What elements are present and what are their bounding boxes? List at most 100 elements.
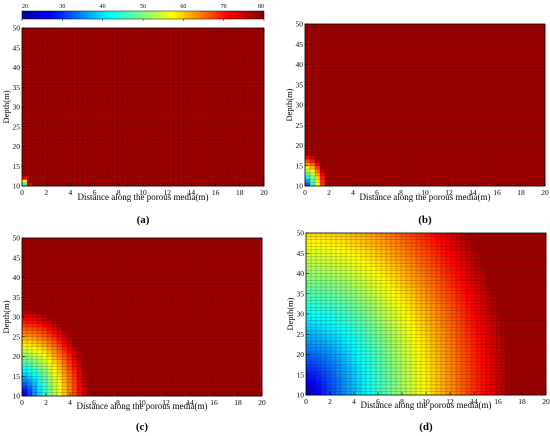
heatmap-cells: [305, 24, 546, 187]
heatmap-cell: [520, 182, 526, 187]
heatmap-cell: [223, 166, 230, 170]
heatmap-cell: [27, 44, 33, 49]
heatmap-cell: [188, 93, 194, 98]
heatmap-cell: [485, 179, 491, 183]
heatmap-cell: [455, 105, 461, 109]
heatmap-cell: [530, 30, 536, 35]
heatmap-cell: [370, 81, 376, 86]
heatmap-cell: [143, 166, 149, 170]
heatmap-cell: [183, 162, 189, 167]
heatmap-cell: [390, 91, 396, 96]
heatmap-cell: [163, 156, 169, 160]
heatmap-cell: [22, 87, 28, 91]
heatmap-cell: [385, 165, 391, 170]
heatmap-cell: [248, 162, 255, 167]
heatmap-cell: [228, 93, 235, 98]
heatmap-cell: [57, 136, 63, 141]
heatmap-cell: [132, 136, 139, 141]
heatmap-cell: [425, 182, 431, 187]
heatmap-cell: [475, 78, 481, 82]
heatmap-cell: [465, 145, 471, 150]
heatmap-cell: [435, 34, 441, 38]
heatmap-cell: [425, 94, 431, 99]
heatmap-cell: [535, 51, 541, 55]
heatmap-cell: [228, 34, 235, 39]
heatmap-cell: [227, 392, 233, 397]
heatmap-cell: [340, 105, 346, 109]
heatmap-cell: [82, 143, 88, 147]
heatmap-cell: [525, 101, 531, 106]
heatmap-cell: [47, 97, 53, 101]
heatmap-cell: [435, 148, 441, 153]
heatmap-cell: [405, 37, 411, 42]
heatmap-cell: [345, 159, 351, 163]
heatmap-cell: [465, 94, 471, 99]
heatmap-cell: [535, 101, 541, 106]
heatmap-cell: [223, 93, 230, 98]
heatmap-cell: [500, 162, 506, 167]
heatmap-cell: [445, 145, 451, 150]
heatmap-cell: [540, 142, 546, 146]
heatmap-cell: [370, 64, 376, 69]
heatmap-cell: [345, 40, 351, 45]
heatmap-cell: [470, 172, 476, 177]
heatmap-cell: [52, 54, 58, 58]
heatmap-cell: [325, 34, 331, 38]
heatmap-cell: [315, 152, 321, 156]
heatmap-cell: [450, 64, 456, 69]
heatmap-cell: [102, 60, 109, 65]
heatmap-cell: [390, 155, 396, 160]
heatmap-cell: [360, 132, 366, 136]
heatmap-cell: [310, 40, 316, 45]
heatmap-cell: [460, 111, 466, 116]
heatmap-cell: [248, 44, 255, 49]
heatmap-cell: [173, 113, 179, 118]
heatmap-cell: [32, 130, 38, 134]
heatmap-cell: [52, 182, 58, 187]
heatmap-cell: [258, 97, 265, 101]
heatmap-cell: [320, 108, 326, 113]
heatmap-cell: [320, 78, 326, 82]
heatmap-cell: [465, 121, 471, 126]
heatmap-cell: [132, 179, 139, 184]
heatmap-cell: [223, 139, 230, 144]
heatmap-cell: [193, 110, 199, 114]
heatmap-cell: [355, 108, 361, 113]
x-tick-label: 20: [541, 188, 549, 197]
heatmap-cell: [520, 155, 526, 160]
heatmap-cell: [500, 27, 506, 32]
heatmap-cell: [112, 28, 119, 32]
heatmap-cell: [223, 133, 230, 137]
heatmap-cell: [370, 94, 376, 99]
heatmap-cell: [360, 88, 366, 92]
heatmap-cell: [430, 128, 436, 133]
heatmap-cell: [390, 71, 396, 75]
heatmap-cell: [153, 169, 159, 174]
heatmap-cell: [445, 47, 451, 52]
heatmap-cell: [67, 83, 73, 88]
heatmap-cell: [127, 54, 134, 58]
heatmap-cell: [258, 126, 265, 131]
heatmap-cell: [233, 176, 240, 180]
heatmap-cell: [535, 172, 541, 177]
heatmap-cell: [127, 392, 133, 397]
heatmap-cell: [102, 110, 109, 114]
heatmap-cell: [203, 37, 209, 42]
heatmap-cell: [218, 97, 224, 101]
heatmap-cell: [360, 67, 366, 72]
heatmap-cell: [27, 392, 33, 397]
heatmap-cell: [350, 118, 356, 123]
heatmap-cell: [460, 125, 466, 129]
heatmap-cell: [248, 123, 255, 128]
heatmap-cell: [82, 37, 88, 42]
heatmap-cell: [325, 91, 331, 96]
heatmap-cell: [258, 156, 265, 160]
heatmap-cell: [72, 162, 78, 167]
heatmap-cell: [153, 28, 159, 32]
heatmap-cell: [82, 156, 88, 160]
heatmap-cell: [485, 148, 491, 153]
heatmap-cell: [520, 179, 526, 183]
heatmap-cell: [450, 125, 456, 129]
heatmap-cell: [490, 81, 496, 86]
heatmap-cell: [173, 28, 179, 32]
